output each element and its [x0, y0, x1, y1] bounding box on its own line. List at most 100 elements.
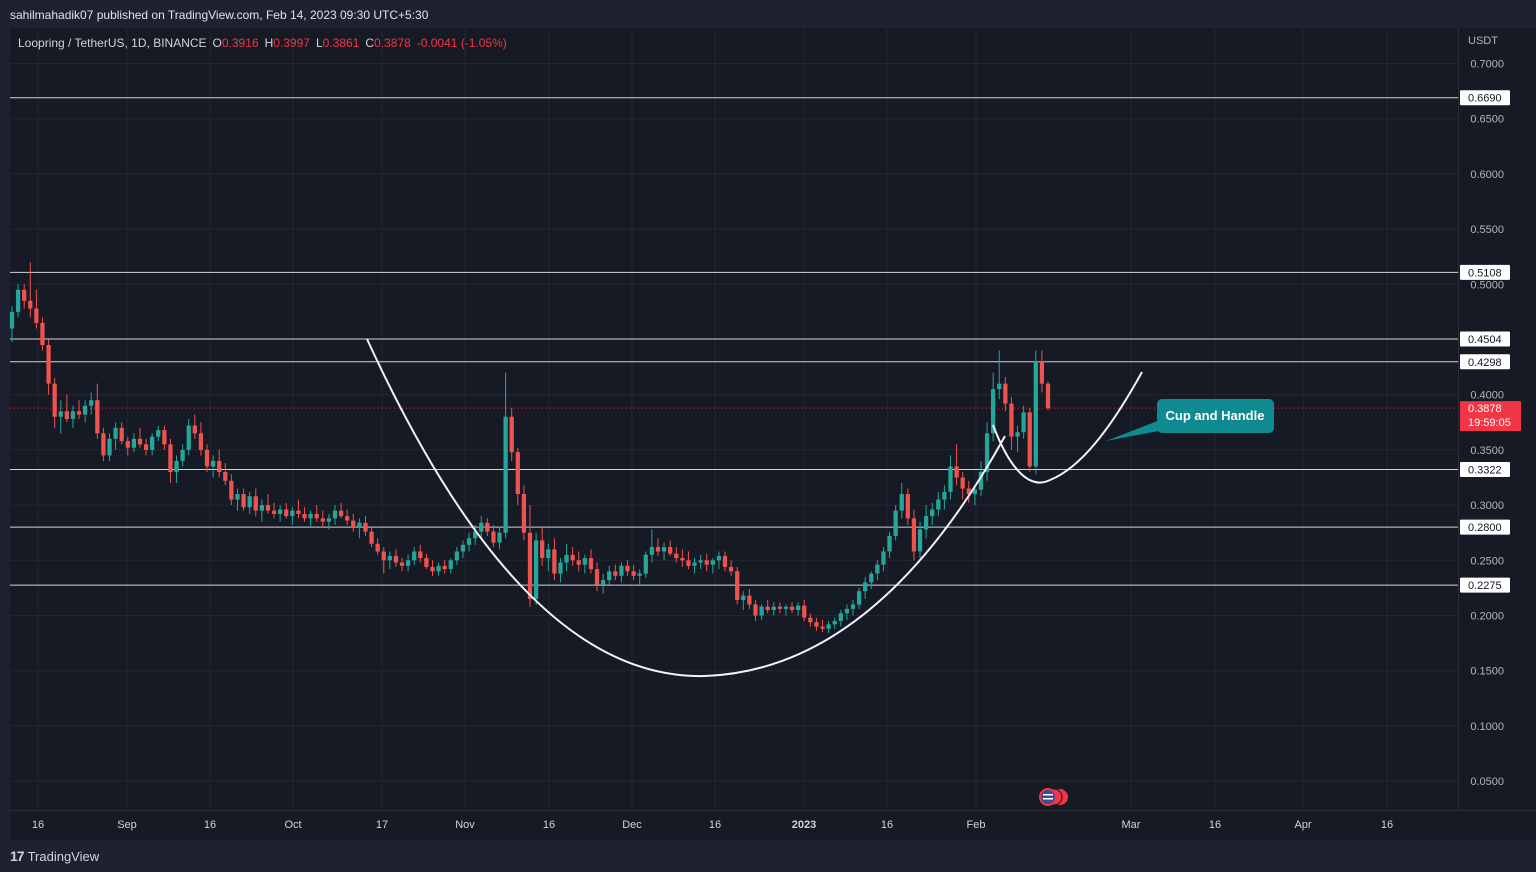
candle-body[interactable]	[357, 522, 362, 528]
candle-body[interactable]	[241, 494, 246, 508]
candle-body[interactable]	[186, 425, 191, 450]
candle-body[interactable]	[655, 547, 661, 552]
candle-body[interactable]	[107, 438, 112, 456]
candle-body[interactable]	[838, 613, 843, 622]
candle-body[interactable]	[564, 554, 569, 563]
handle-curve[interactable]	[992, 371, 1143, 484]
candle-body[interactable]	[863, 582, 868, 592]
candle-body[interactable]	[1015, 432, 1020, 437]
candle-body[interactable]	[418, 551, 423, 559]
candle-body[interactable]	[143, 444, 149, 450]
candle-body[interactable]	[698, 560, 703, 563]
candle-body[interactable]	[180, 449, 185, 461]
candle-body[interactable]	[540, 540, 545, 559]
candle-body[interactable]	[393, 555, 399, 563]
candle-body[interactable]	[869, 573, 874, 583]
candle-body[interactable]	[369, 531, 374, 544]
candle-body[interactable]	[58, 411, 63, 417]
candle-body[interactable]	[351, 520, 356, 528]
candle-body[interactable]	[491, 531, 496, 543]
candle-body[interactable]	[229, 480, 234, 500]
candle-body[interactable]	[34, 308, 39, 323]
candle-body[interactable]	[113, 427, 118, 439]
candle-body[interactable]	[759, 606, 764, 616]
candle-body[interactable]	[649, 547, 655, 555]
candle-body[interactable]	[9, 311, 15, 329]
candle-body[interactable]	[588, 558, 594, 570]
candle-body[interactable]	[1009, 403, 1014, 437]
candle-body[interactable]	[716, 555, 722, 561]
candle-body[interactable]	[722, 555, 728, 567]
candle-body[interactable]	[503, 416, 508, 533]
candle-body[interactable]	[278, 509, 283, 514]
candle-body[interactable]	[570, 554, 575, 561]
candle-body[interactable]	[515, 452, 520, 495]
candle-body[interactable]	[930, 509, 935, 517]
candle-body[interactable]	[430, 566, 435, 572]
candle-body[interactable]	[966, 488, 971, 495]
candle-body[interactable]	[735, 571, 740, 601]
candle-body[interactable]	[454, 551, 460, 561]
candle-body[interactable]	[308, 513, 313, 519]
candle-body[interactable]	[631, 571, 636, 576]
candle-body[interactable]	[119, 427, 124, 442]
candle-body[interactable]	[936, 499, 941, 510]
candle-body[interactable]	[820, 626, 825, 629]
candle-body[interactable]	[89, 400, 94, 406]
candle-body[interactable]	[997, 383, 1002, 390]
candle-body[interactable]	[850, 604, 856, 609]
candle-body[interactable]	[210, 460, 216, 467]
candle-body[interactable]	[95, 400, 100, 434]
candle-body[interactable]	[844, 608, 850, 614]
candle-body[interactable]	[594, 569, 600, 585]
candle-body[interactable]	[271, 510, 277, 514]
candle-body[interactable]	[546, 549, 551, 559]
candle-body[interactable]	[686, 560, 691, 566]
candle-body[interactable]	[753, 604, 758, 616]
candle-body[interactable]	[521, 494, 527, 533]
candle-body[interactable]	[473, 531, 478, 539]
candle-body[interactable]	[625, 565, 630, 572]
candle-body[interactable]	[290, 510, 295, 517]
candle-body[interactable]	[680, 558, 685, 561]
candle-body[interactable]	[972, 489, 978, 495]
candle-body[interactable]	[875, 564, 880, 574]
candle-body[interactable]	[204, 449, 210, 467]
candle-body[interactable]	[320, 518, 325, 522]
candle-body[interactable]	[814, 622, 819, 627]
candle-body[interactable]	[345, 516, 350, 521]
candle-body[interactable]	[399, 562, 405, 566]
candle-body[interactable]	[22, 289, 27, 301]
candle-body[interactable]	[253, 496, 258, 511]
candle-body[interactable]	[558, 562, 563, 574]
candle-body[interactable]	[217, 460, 222, 472]
candle-body[interactable]	[363, 522, 368, 532]
candle-body[interactable]	[265, 505, 271, 511]
candle-body[interactable]	[28, 300, 33, 309]
candle-body[interactable]	[668, 547, 673, 554]
candle-body[interactable]	[223, 471, 228, 481]
candle-body[interactable]	[405, 560, 411, 566]
candle-body[interactable]	[1033, 361, 1038, 467]
candle-body[interactable]	[168, 444, 173, 472]
candle-body[interactable]	[747, 595, 752, 605]
candle-body[interactable]	[150, 436, 155, 450]
candle-body[interactable]	[412, 551, 417, 561]
candle-body[interactable]	[436, 565, 441, 572]
candle-body[interactable]	[619, 565, 624, 576]
candle-body[interactable]	[917, 529, 923, 552]
candle-body[interactable]	[259, 505, 264, 511]
candle-body[interactable]	[338, 510, 344, 517]
candle-body[interactable]	[661, 547, 667, 552]
candle-body[interactable]	[643, 554, 648, 574]
candle-body[interactable]	[82, 405, 88, 415]
candle-body[interactable]	[156, 430, 161, 437]
candle-body[interactable]	[808, 617, 813, 623]
candle-body[interactable]	[40, 322, 45, 346]
candle-body[interactable]	[613, 571, 618, 576]
candle-body[interactable]	[1021, 412, 1026, 433]
candle-body[interactable]	[960, 477, 965, 489]
candle-body[interactable]	[710, 560, 715, 565]
candle-body[interactable]	[991, 389, 996, 434]
